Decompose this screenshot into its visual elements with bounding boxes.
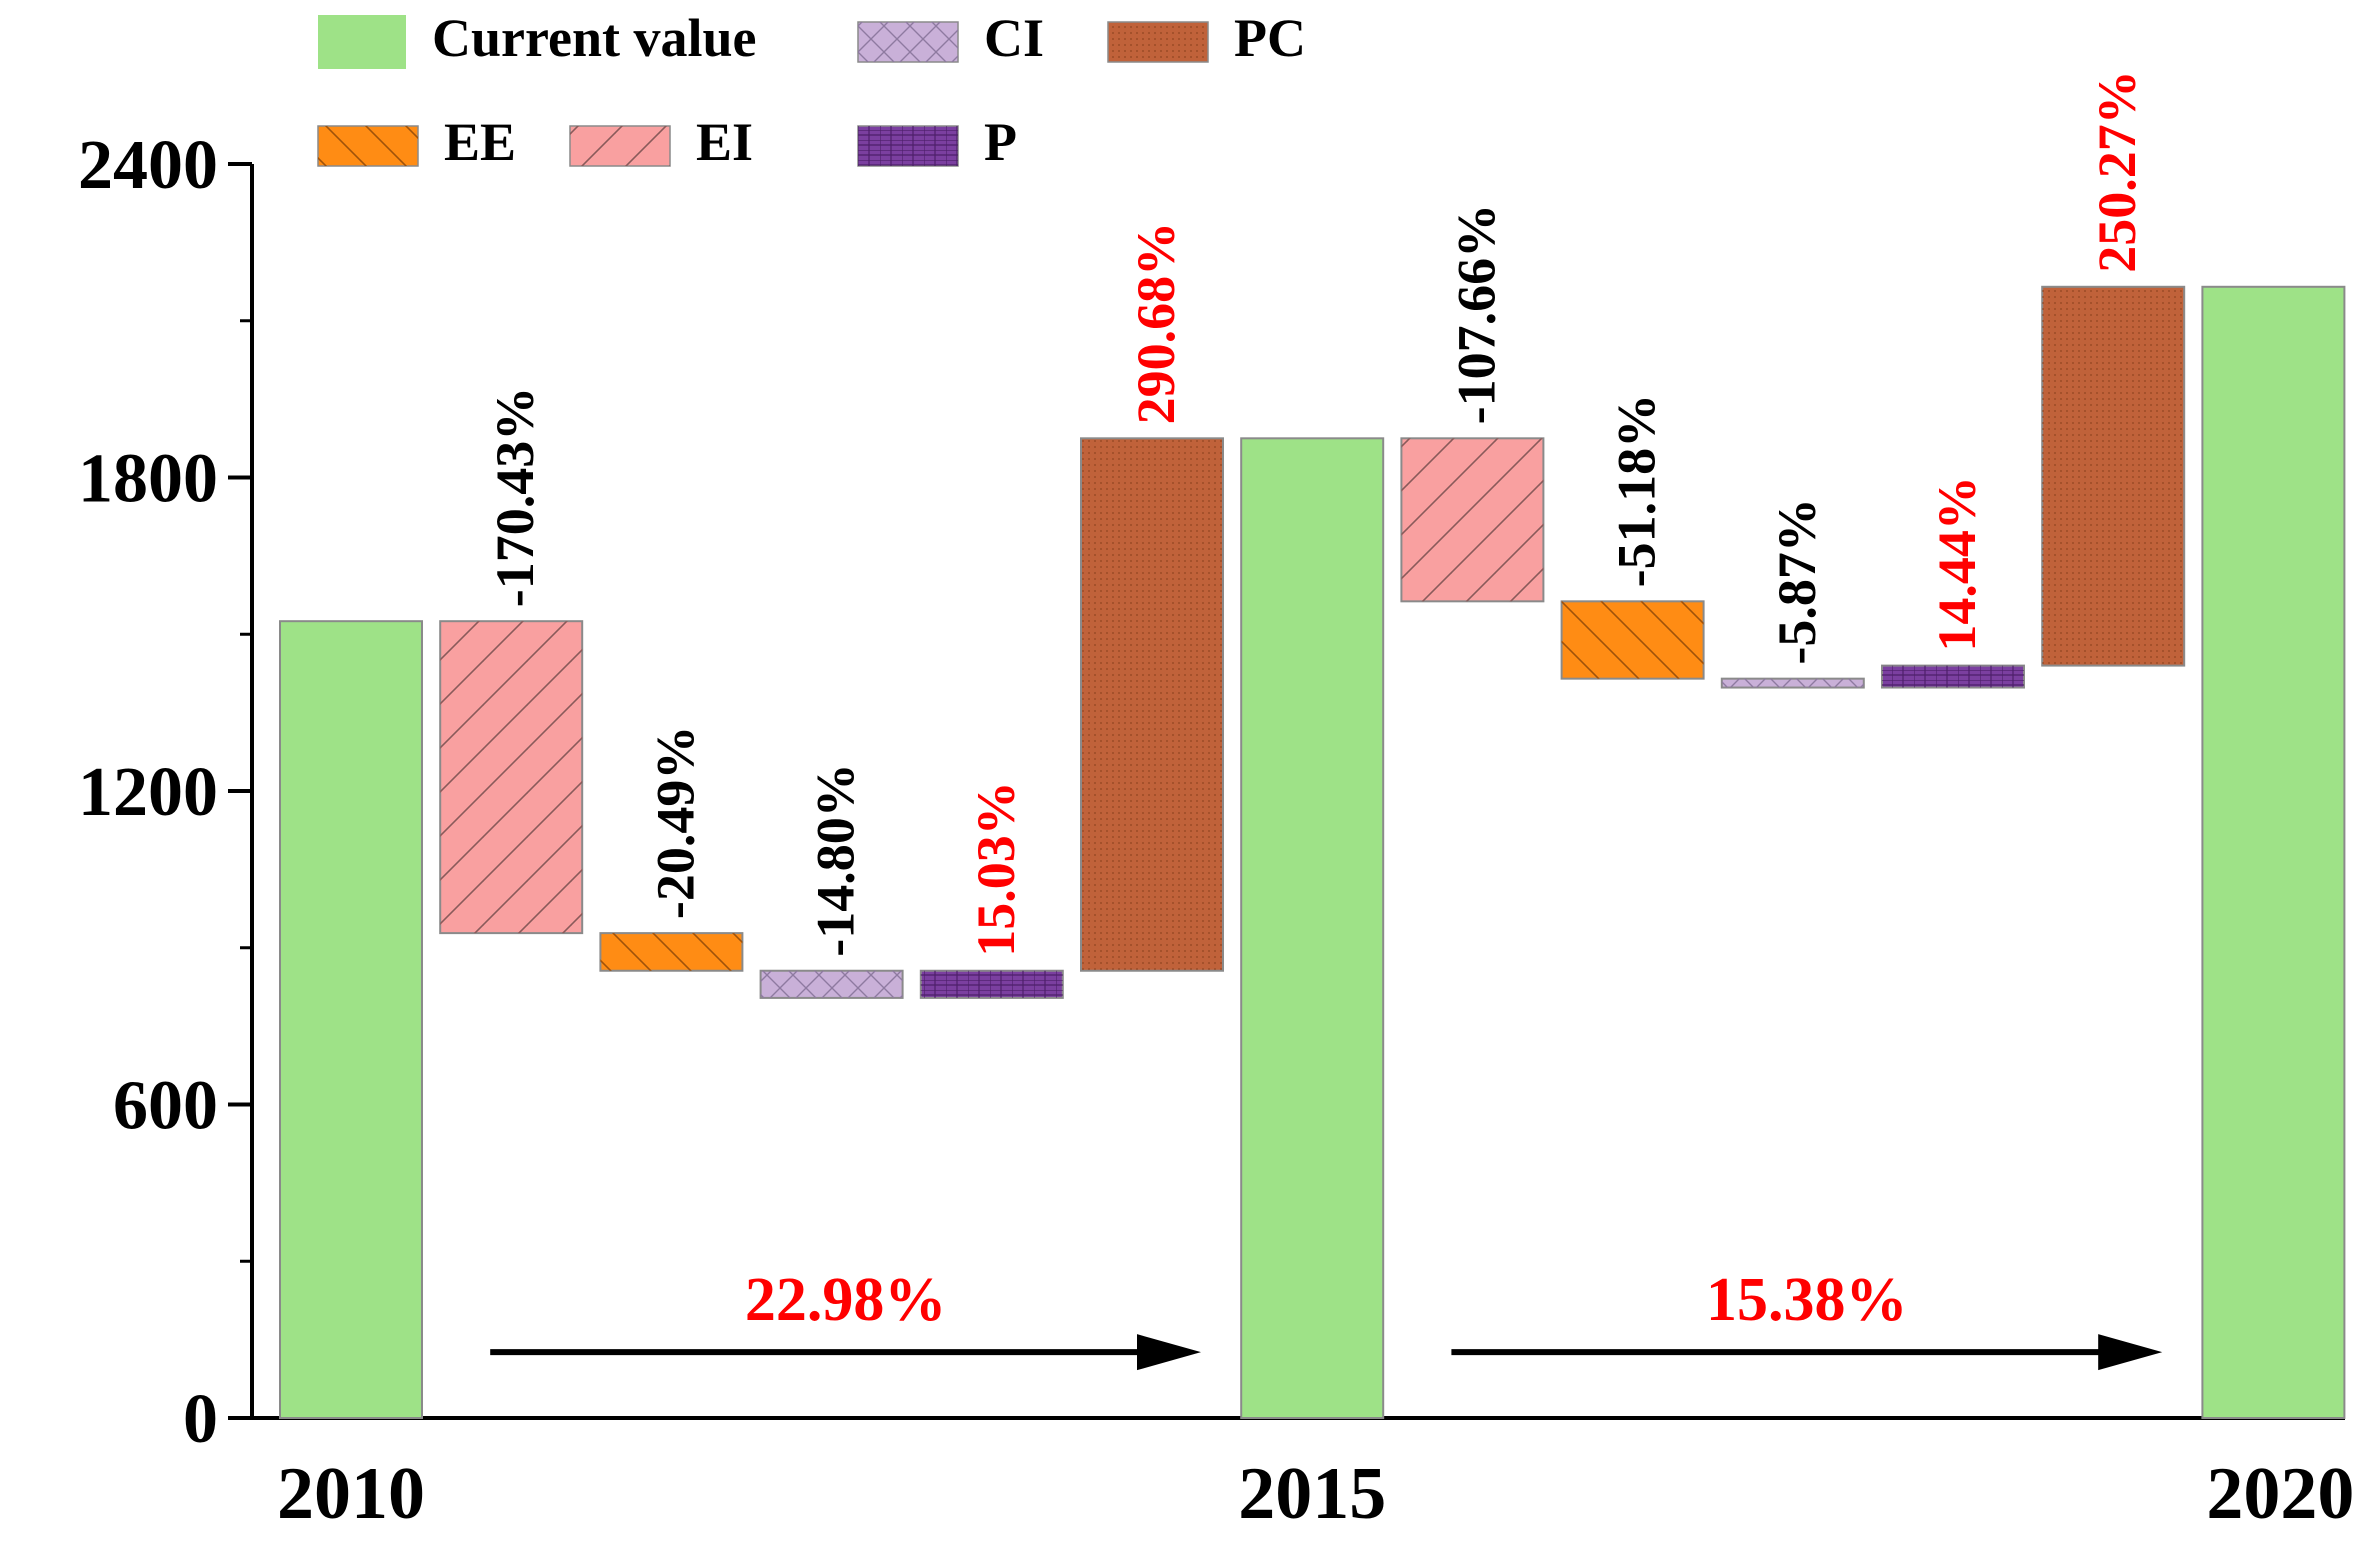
legend-swatch-pattern xyxy=(570,126,670,166)
bar-pattern xyxy=(1721,678,1864,688)
bar-pattern xyxy=(2042,286,2185,666)
legend-label: PC xyxy=(1234,8,1306,68)
bar-value-label: -5.87% xyxy=(1767,498,1827,664)
bar-pattern xyxy=(760,970,903,998)
legend-label: EE xyxy=(444,112,516,172)
y-tick-label: 1200 xyxy=(78,754,218,831)
x-year-label: 2015 xyxy=(1238,1453,1386,1535)
bar-value-label: 290.68% xyxy=(1126,222,1186,425)
growth-arrow: 15.38% xyxy=(1451,1266,2163,1371)
bar-pattern xyxy=(1401,438,1544,602)
bar-ee xyxy=(599,932,744,972)
growth-arrow: 22.98% xyxy=(490,1266,1201,1371)
legend-label: P xyxy=(984,112,1017,172)
bar-current xyxy=(279,620,423,1419)
bar-value-label: -107.66% xyxy=(1446,204,1506,424)
x-year-label: 2020 xyxy=(2206,1453,2354,1535)
bar-value-label: -51.18% xyxy=(1607,394,1667,587)
bar-ei xyxy=(439,620,584,935)
x-year-label: 2010 xyxy=(277,1453,425,1535)
bar-fill xyxy=(2201,285,2346,1420)
legend-item-current: Current value xyxy=(318,8,756,69)
bar-value-label: -14.80% xyxy=(806,763,866,956)
legend-swatch xyxy=(318,15,406,69)
y-tick-label: 600 xyxy=(113,1068,218,1145)
legend-item-ei: EI xyxy=(569,112,753,172)
bar-pc xyxy=(1080,437,1224,972)
bar-pattern xyxy=(1561,601,1704,679)
bar-pattern xyxy=(1882,665,2024,688)
legend-item-ee: EE xyxy=(317,112,516,172)
growth-arrow-head xyxy=(2098,1334,2163,1371)
growth-arrows: 22.98% 15.38% xyxy=(490,1266,2163,1371)
bar-pattern xyxy=(440,621,583,934)
bar-value-label: -170.43% xyxy=(485,387,545,607)
bar-labels: 2010 -170.43% -20.49% -14.80% 15.03% 290.68% 2… xyxy=(277,70,2354,1535)
bar-fill xyxy=(279,620,423,1419)
legend-item-pc: PC xyxy=(1107,8,1306,68)
bar-fill xyxy=(1240,437,1385,1419)
legend-swatch-pattern xyxy=(318,126,418,166)
bar-ci xyxy=(759,969,904,999)
bar-value-label: 15.03% xyxy=(966,781,1026,957)
legend-label: Current value xyxy=(432,8,756,68)
bar-pc xyxy=(2041,285,2186,667)
bar-p xyxy=(919,969,1064,999)
y-tick-label: 2400 xyxy=(78,127,218,204)
y-tick-label: 1800 xyxy=(78,441,218,518)
bar-ei xyxy=(1400,437,1545,603)
legend-swatch-pattern xyxy=(858,22,958,62)
bar-value-label: 250.27% xyxy=(2087,70,2147,273)
legend: Current value CI PC EE EI P xyxy=(317,8,1306,172)
growth-rate-label: 15.38% xyxy=(1706,1266,1908,1334)
legend-swatch-pattern xyxy=(1108,22,1208,62)
legend-item-p: P xyxy=(857,112,1017,172)
bar-ee xyxy=(1560,600,1705,680)
growth-rate-label: 22.98% xyxy=(745,1266,947,1334)
bar-current xyxy=(2201,285,2346,1420)
legend-swatch-pattern xyxy=(858,126,958,166)
bars xyxy=(279,285,2346,1420)
legend-item-ci: CI xyxy=(857,8,1044,68)
bar-value-label: -20.49% xyxy=(645,726,705,919)
legend-label: EI xyxy=(696,112,753,172)
bar-pattern xyxy=(920,970,1063,998)
bar-current xyxy=(1240,437,1385,1419)
legend-label: CI xyxy=(984,8,1044,68)
bar-pattern xyxy=(1081,438,1223,971)
y-tick-label: 0 xyxy=(183,1381,218,1458)
bar-pattern xyxy=(600,933,743,971)
growth-arrow-head xyxy=(1137,1334,1201,1371)
bar-value-label: 14.44% xyxy=(1927,476,1987,652)
bar-p xyxy=(1881,664,2025,689)
bar-ci xyxy=(1720,677,1865,689)
